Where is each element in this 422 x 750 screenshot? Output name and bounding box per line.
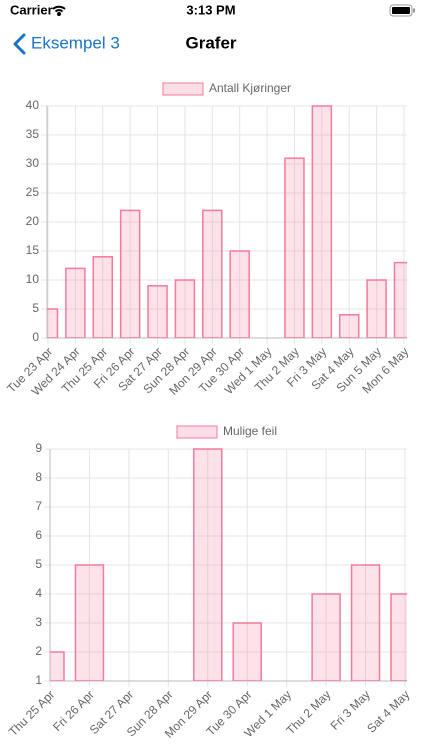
bar bbox=[366, 279, 387, 338]
bars bbox=[50, 448, 407, 681]
back-chevron[interactable] bbox=[13, 33, 26, 55]
bar bbox=[311, 593, 341, 681]
bar bbox=[50, 651, 65, 681]
bar bbox=[350, 564, 381, 681]
bar bbox=[74, 564, 105, 681]
wifi-icon bbox=[52, 5, 66, 16]
bar bbox=[393, 261, 407, 338]
legend-item: Antall Kjøringer bbox=[162, 81, 291, 96]
y-tick-label: 15 bbox=[26, 243, 40, 257]
y-tick-label: 10 bbox=[26, 272, 40, 286]
y-tick-label: 3 bbox=[35, 615, 42, 629]
bars bbox=[47, 105, 407, 338]
y-tick-label: 9 bbox=[35, 441, 42, 455]
bar bbox=[390, 593, 407, 681]
x-tick-label: Thu 25 Apr bbox=[6, 687, 57, 738]
bar bbox=[119, 209, 141, 338]
legend-label: Antall Kjøringer bbox=[209, 81, 291, 95]
bar bbox=[147, 285, 168, 338]
legend-swatch bbox=[176, 425, 218, 439]
y-tick-label: 7 bbox=[35, 499, 42, 513]
bar bbox=[202, 209, 223, 338]
y-tick-label: 8 bbox=[35, 470, 42, 484]
bar bbox=[232, 622, 262, 681]
back-button[interactable]: Eksempel 3 bbox=[13, 33, 120, 55]
battery-icon bbox=[389, 4, 415, 17]
y-tick-label: 25 bbox=[26, 185, 40, 199]
legend-swatch bbox=[162, 82, 204, 96]
time: 3:13 PM bbox=[186, 2, 235, 17]
back-label[interactable]: Eksempel 3 bbox=[31, 33, 120, 52]
legend-label: Mulige feil bbox=[223, 424, 277, 438]
carrier: Carrier bbox=[10, 2, 53, 17]
y-tick-label: 40 bbox=[26, 98, 40, 112]
bar bbox=[311, 105, 333, 338]
y-tick-label: 2 bbox=[35, 644, 42, 658]
y-tick-label: 30 bbox=[26, 156, 40, 170]
y-tick-label: 1 bbox=[35, 673, 42, 687]
y-tick-label: 0 bbox=[32, 330, 39, 344]
y-tick-label: 5 bbox=[35, 557, 42, 571]
bar bbox=[284, 157, 305, 338]
bar bbox=[229, 250, 250, 338]
legend-item: Mulige feil bbox=[176, 424, 277, 439]
nav-title: Grafer bbox=[185, 33, 236, 52]
bar bbox=[65, 267, 86, 338]
y-tick-label: 35 bbox=[26, 127, 40, 141]
y-tick-label: 5 bbox=[32, 301, 39, 315]
bar bbox=[338, 314, 360, 338]
x-tick-label: Sat 4 May bbox=[364, 687, 412, 735]
bar bbox=[193, 448, 223, 681]
bar bbox=[92, 256, 114, 338]
y-tick-label: 4 bbox=[35, 586, 42, 600]
y-tick-label: 6 bbox=[35, 528, 42, 542]
bar bbox=[47, 308, 59, 338]
y-tick-label: 20 bbox=[26, 214, 40, 228]
bar bbox=[174, 279, 196, 338]
